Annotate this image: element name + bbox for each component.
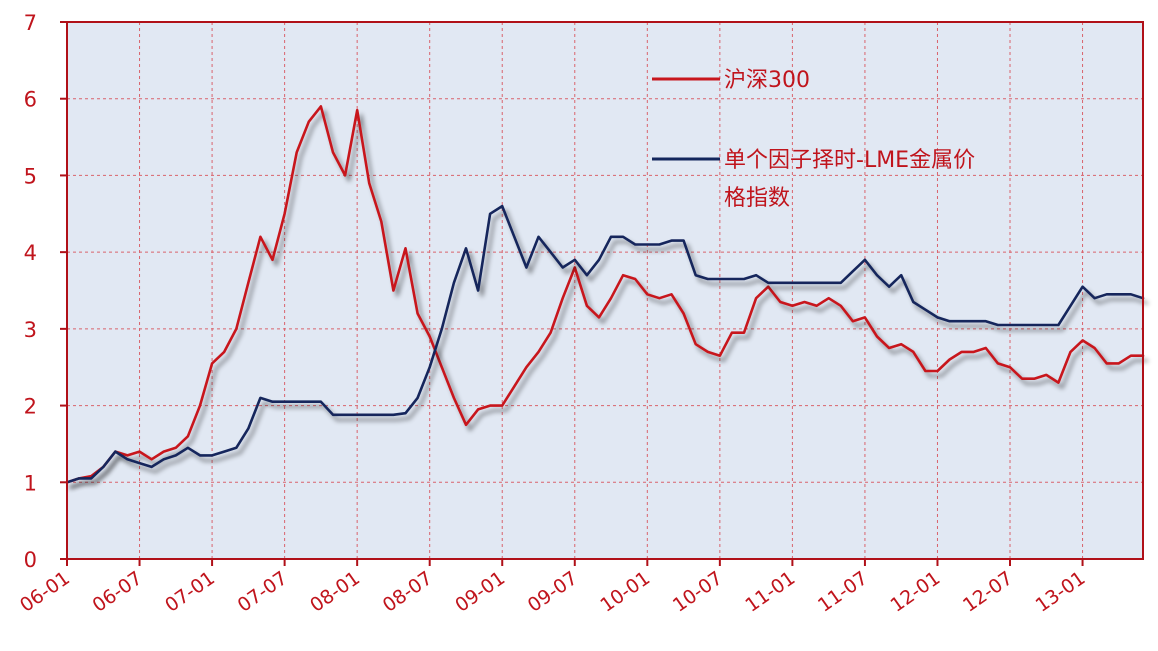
y-tick-label: 7	[24, 11, 37, 35]
x-tick-label: 07-07	[234, 567, 292, 617]
y-tick-label: 4	[24, 241, 37, 265]
y-tick-label: 6	[24, 88, 37, 112]
x-tick-label: 08-01	[306, 567, 364, 617]
x-tick-label: 10-07	[669, 567, 727, 617]
y-axis-ticks: 0 1 2 3 4 5 6 7	[24, 11, 67, 572]
x-tick-label: 12-07	[959, 567, 1017, 617]
plot-area	[67, 22, 1143, 559]
series-line-lme-timing	[65, 204, 1145, 484]
legend-label-lme-timing-line2: 格指数	[724, 186, 790, 211]
x-tick-label: 11-07	[814, 567, 872, 617]
legend-label-lme-timing-line1: 单个因子择时-LME金属价	[724, 148, 975, 173]
y-tick-label: 1	[24, 471, 37, 495]
x-tick-label: 06-07	[89, 567, 147, 617]
y-tick-label: 0	[24, 548, 37, 572]
x-axis-ticks: 06-01 06-07 07-01 07-07 08-01 08-07 09-01 09-07…	[16, 559, 1089, 617]
x-tick-label: 08-07	[379, 567, 437, 617]
legend-label-csi300: 沪深300	[724, 68, 810, 93]
axes	[66, 21, 1144, 560]
x-tick-label: 10-01	[596, 567, 654, 617]
series-line-csi300	[65, 105, 1145, 484]
x-tick-label: 09-01	[451, 567, 509, 617]
x-tick-label: 06-01	[16, 567, 74, 617]
grid	[67, 22, 1143, 559]
x-tick-label: 11-01	[741, 567, 799, 617]
y-tick-label: 3	[24, 318, 37, 342]
x-tick-label: 07-01	[161, 567, 219, 617]
y-tick-label: 5	[24, 164, 37, 188]
x-tick-label: 12-01	[886, 567, 944, 617]
x-tick-label: 13-01	[1032, 567, 1090, 617]
y-tick-label: 2	[24, 395, 37, 419]
legend: 沪深300 单个因子择时-LME金属价 格指数	[652, 68, 975, 211]
series-layer	[65, 105, 1145, 484]
x-tick-label: 09-07	[524, 567, 582, 617]
plot-border	[66, 21, 1144, 560]
